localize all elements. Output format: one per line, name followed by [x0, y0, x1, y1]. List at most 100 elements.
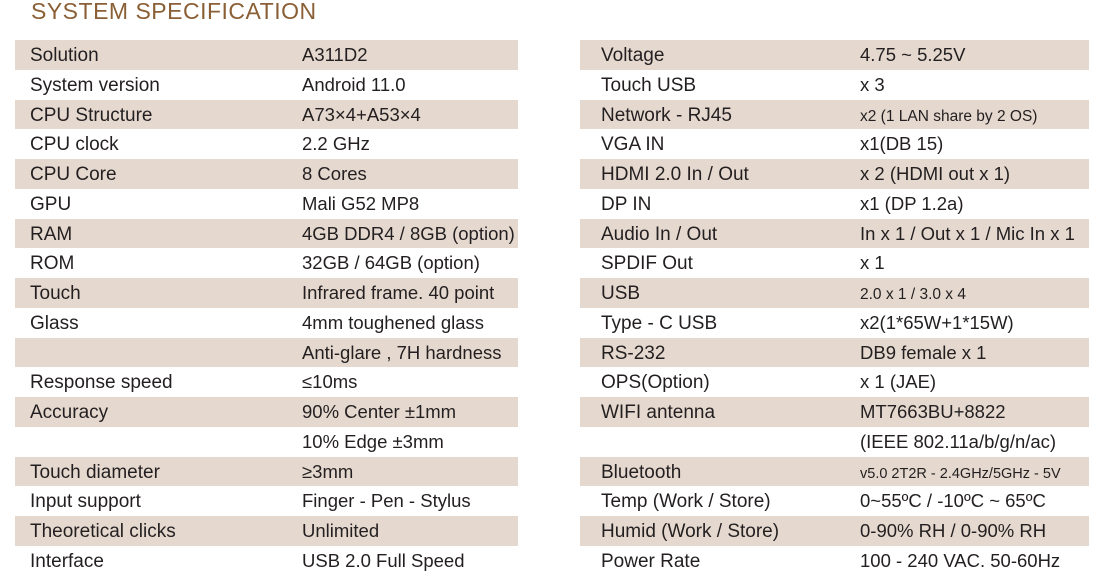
spec-value: x 2 (HDMI out x 1) [860, 163, 1011, 184]
spec-row: Type - C USB x2(1*65W+1*15W) [580, 308, 1089, 338]
spec-value: Android 11.0 [302, 73, 406, 95]
spec-row: Audio In / Out In x 1 / Out x 1 / Mic In … [580, 218, 1089, 249]
spec-label: System version [30, 74, 160, 96]
spec-row: DP IN x1 (DP 1.2a) [580, 189, 1089, 219]
spec-label: WIFI antenna [601, 402, 716, 423]
spec-value: Anti-glare , 7H hardness [302, 341, 502, 363]
spec-row: Solution A311D2 [15, 40, 518, 70]
spec-label: Audio In / Out [601, 223, 718, 245]
spec-value: Mali G52 MP8 [302, 192, 420, 214]
spec-label: SPDIF Out [601, 253, 693, 275]
spec-row: (IEEE 802.11a/b/g/n/ac) [580, 427, 1089, 457]
spec-value: x 1 (JAE) [860, 371, 937, 393]
spec-label: VGA IN [601, 134, 665, 156]
spec-label: Touch [30, 283, 81, 304]
spec-label: CPU Structure [30, 104, 153, 126]
spec-row: Touch USB x 3 [580, 70, 1089, 100]
spec-row: Accuracy 90% Center ±1mm [15, 397, 518, 427]
spec-row: Glass 4mm toughened glass [15, 308, 518, 338]
spec-label: OPS(Option) [601, 372, 710, 394]
spec-row: Input support Finger - Pen - Stylus [15, 486, 518, 516]
spec-value: Infrared frame. 40 point [302, 282, 495, 303]
spec-value: 2.2 GHz [302, 133, 370, 155]
spec-label: Touch USB [601, 74, 697, 96]
spec-label: Interface [30, 550, 104, 572]
spec-row: VGA IN x1(DB 15) [580, 129, 1089, 159]
spec-value: 0-90% RH / 0-90% RH [860, 520, 1047, 541]
spec-value: 4mm toughened glass [302, 311, 485, 333]
spec-value: x 1 [860, 252, 885, 274]
spec-label: Solution [30, 45, 99, 66]
spec-label: Type - C USB [601, 312, 718, 334]
spec-row: WIFI antenna MT7663BU+8822 [580, 397, 1089, 427]
spec-row: Temp (Work / Store) 0~55ºC / -10ºC ~ 65ºC [580, 486, 1089, 516]
spec-row: System version Android 11.0 [15, 70, 518, 100]
spec-row: CPU clock 2.2 GHz [15, 129, 518, 159]
spec-row: SPDIF Out x 1 [580, 248, 1089, 278]
spec-value: MT7663BU+8822 [860, 401, 1006, 422]
spec-row: 10% Edge ±3mm [15, 427, 518, 457]
spec-value: In x 1 / Out x 1 / Mic In x 1 [860, 222, 1075, 244]
spec-row: CPU Structure A73×4+A53×4 [15, 99, 518, 130]
spec-value: x 3 [860, 73, 885, 95]
spec-row: Touch Infrared frame. 40 point [15, 278, 518, 308]
spec-label: Glass [30, 312, 79, 334]
spec-table-left: Solution A311D2 System version Android 11.… [15, 40, 518, 576]
spec-label: GPU [30, 193, 72, 215]
spec-label: Network - RJ45 [601, 104, 732, 126]
spec-row: Bluetooth v5.0 2T2R - 2.4GHz/5GHz - 5V [580, 456, 1089, 487]
spec-label: Response speed [30, 372, 173, 394]
spec-row: OPS(Option) x 1 (JAE) [580, 367, 1089, 397]
spec-label: RS-232 [601, 342, 666, 364]
spec-row: GPU Mali G52 MP8 [15, 189, 518, 219]
spec-value: Finger - Pen - Stylus [302, 490, 471, 512]
spec-row: ROM 32GB / 64GB (option) [15, 248, 518, 278]
spec-row: RAM 4GB DDR4 / 8GB (option) [15, 218, 518, 249]
spec-row: RS-232 DB9 female x 1 [580, 337, 1089, 368]
spec-row: Anti-glare , 7H hardness [15, 337, 518, 368]
spec-label: Voltage [601, 45, 665, 66]
spec-value: 4.75 ~ 5.25V [860, 44, 966, 65]
spec-label: DP IN [601, 193, 652, 215]
spec-value: DB9 female x 1 [860, 341, 987, 363]
spec-value: 2.0 x 1 / 3.0 x 4 [860, 286, 966, 303]
spec-value: 0~55ºC / -10ºC ~ 65ºC [860, 490, 1046, 512]
spec-row: Humid (Work / Store) 0-90% RH / 0-90% RH [580, 516, 1089, 546]
spec-value: v5.0 2T2R - 2.4GHz/5GHz - 5V [860, 465, 1061, 482]
spec-row: CPU Core 8 Cores [15, 159, 518, 189]
spec-value: USB 2.0 Full Speed [302, 549, 465, 571]
spec-label: USB [601, 283, 641, 304]
spec-row: Theoretical clicks Unlimited [15, 516, 518, 546]
spec-label: CPU clock [30, 134, 119, 156]
spec-row: Power Rate 100 - 240 VAC. 50-60Hz [580, 546, 1089, 576]
spec-value: x2 (1 LAN share by 2 OS) [860, 107, 1038, 125]
spec-label: HDMI 2.0 In / Out [601, 164, 749, 185]
spec-row: Response speed ≤10ms [15, 367, 518, 397]
spec-value: 4GB DDR4 / 8GB (option) [302, 222, 515, 244]
spec-table-right: Voltage 4.75 ~ 5.25V Touch USB x 3 Network… [580, 40, 1089, 576]
spec-row: Interface USB 2.0 Full Speed [15, 546, 518, 576]
spec-value: 100 - 240 VAC. 50-60Hz [860, 549, 1061, 571]
spec-value: 90% Center ±1mm [302, 401, 457, 422]
spec-label: Humid (Work / Store) [601, 521, 780, 542]
spec-label: Power Rate [601, 550, 701, 572]
spec-label: Bluetooth [601, 461, 682, 483]
spec-label: Touch diameter [30, 461, 160, 483]
spec-value: A73×4+A53×4 [302, 103, 421, 125]
spec-label: ROM [30, 253, 75, 275]
spec-label: Theoretical clicks [30, 521, 176, 542]
spec-label: Input support [30, 491, 141, 513]
spec-value: ≥3mm [302, 460, 354, 482]
spec-value: 8 Cores [302, 163, 367, 184]
spec-value: x2(1*65W+1*15W) [860, 311, 1014, 333]
spec-value: x1 (DP 1.2a) [860, 192, 964, 214]
spec-value: Unlimited [302, 520, 380, 541]
spec-row: Touch diameter ≥3mm [15, 456, 518, 487]
spec-row: HDMI 2.0 In / Out x 2 (HDMI out x 1) [580, 159, 1089, 189]
spec-value: x1(DB 15) [860, 133, 944, 155]
spec-row: Voltage 4.75 ~ 5.25V [580, 40, 1089, 70]
page-title: SYSTEM SPECIFICATION [31, 0, 317, 24]
spec-label: Accuracy [30, 402, 109, 423]
spec-value: A311D2 [302, 44, 368, 65]
spec-value: (IEEE 802.11a/b/g/n/ac) [860, 430, 1057, 452]
